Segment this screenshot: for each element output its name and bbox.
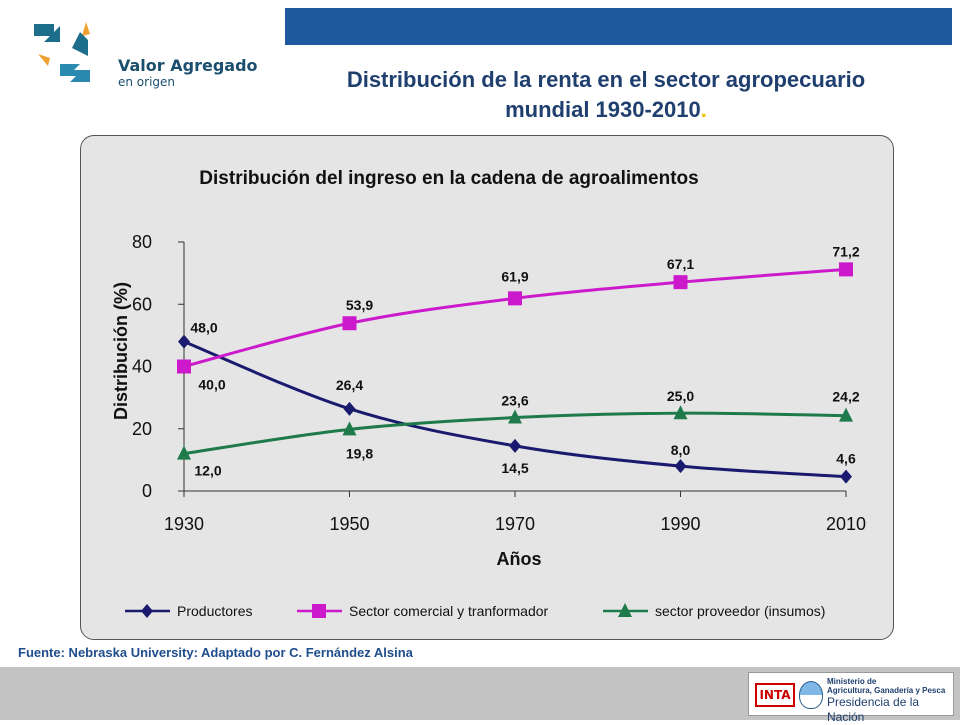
chart-data-labels: 48,0 26,4 14,5 8,0 4,6 40,0 53,9 61,9 67,1 71,2 12… xyxy=(190,243,859,478)
slide-title: Distribución de la renta en el sector ag… xyxy=(270,65,942,125)
chart-markers xyxy=(177,262,853,484)
legend-marker-0 xyxy=(141,604,153,618)
y-tick-label: 0 xyxy=(142,481,152,501)
data-label: 67,1 xyxy=(667,256,694,272)
series-0-point xyxy=(343,401,356,416)
y-tick-label: 60 xyxy=(132,294,152,314)
logo-subtitle: en origen xyxy=(118,75,176,89)
legend-marker-1 xyxy=(312,604,326,618)
x-tick-label: 1990 xyxy=(660,514,700,534)
y-axis-label: Distribución (%) xyxy=(111,282,131,420)
chart-panel: Distribución del ingreso en la cadena de… xyxy=(80,135,894,640)
x-tick-label: 1950 xyxy=(329,514,369,534)
chart-title: Distribución del ingreso en la cadena de… xyxy=(199,168,698,189)
ministry-logo-box: INTA Ministerio de Agricultura, Ganaderí… xyxy=(748,672,954,724)
ministry-line1: Ministerio de xyxy=(827,677,877,686)
slide-title-line2: mundial 1930-2010 xyxy=(505,97,701,122)
series-2-point xyxy=(839,407,853,422)
chart-axes: 0 20 40 60 80 1930 1950 1970 1990 2010 xyxy=(132,232,866,534)
y-tick-label: 40 xyxy=(132,357,152,377)
series-0-point xyxy=(178,334,190,349)
legend-entry: sector proveedor (insumos) xyxy=(655,603,825,619)
data-label: 14,5 xyxy=(501,460,528,476)
y-tick-label: 80 xyxy=(132,232,152,252)
ministry-text: Ministerio de Agricultura, Ganadería y P… xyxy=(827,677,951,725)
series-2-point xyxy=(342,421,357,436)
data-label: 40,0 xyxy=(198,377,225,393)
data-label: 26,4 xyxy=(336,377,363,393)
data-label: 48,0 xyxy=(190,320,217,336)
data-label: 8,0 xyxy=(671,442,691,458)
series-2-point xyxy=(177,445,191,460)
series-2-point xyxy=(673,405,688,420)
series-1-point xyxy=(508,291,522,306)
x-tick-label: 1970 xyxy=(495,514,535,534)
series-1-point xyxy=(177,359,191,374)
x-tick-label: 2010 xyxy=(826,514,866,534)
data-label: 4,6 xyxy=(836,451,856,467)
series-0-point xyxy=(674,459,687,474)
valor-agregado-logo: Valor Agregado en origen xyxy=(30,18,260,89)
source-note: Fuente: Nebraska University: Adaptado po… xyxy=(18,645,413,660)
slide-title-line1: Distribución de la renta en el sector ag… xyxy=(346,67,866,92)
data-label: 23,6 xyxy=(501,393,528,409)
income-distribution-chart: Distribución del ingreso en la cadena de… xyxy=(111,168,866,619)
data-label: 61,9 xyxy=(501,268,528,284)
x-tick-label: 1930 xyxy=(164,514,204,534)
arrows-logo-icon xyxy=(34,22,90,82)
data-label: 24,2 xyxy=(832,389,859,405)
x-axis-label: Años xyxy=(497,549,542,569)
inta-logo: INTA xyxy=(755,683,795,707)
legend-entry: Sector comercial y tranformador xyxy=(349,603,549,619)
ministry-line3: Presidencia de la Nación xyxy=(827,695,920,724)
data-label: 19,8 xyxy=(346,445,373,461)
legend-marker-2 xyxy=(618,603,632,617)
series-1-point xyxy=(839,262,853,277)
series-1-point xyxy=(342,316,357,331)
ministry-line2: Agricultura, Ganadería y Pesca xyxy=(827,686,946,695)
logo-name: Valor Agregado xyxy=(118,56,258,75)
y-tick-label: 20 xyxy=(132,419,152,439)
series-2-point xyxy=(508,409,522,424)
top-banner-bar xyxy=(285,8,952,45)
series-0-point xyxy=(840,469,852,484)
data-label: 12,0 xyxy=(194,463,221,479)
slide-title-dot: . xyxy=(700,97,707,122)
series-1-point xyxy=(673,275,688,290)
series-line-0 xyxy=(183,340,847,479)
data-label: 25,0 xyxy=(667,388,694,404)
national-crest-icon xyxy=(799,681,823,709)
series-0-point xyxy=(509,438,521,453)
chart-legend: Productores Sector comercial y tranformad… xyxy=(125,603,825,619)
data-label: 71,2 xyxy=(832,243,859,259)
legend-entry: Productores xyxy=(177,603,252,619)
data-label: 53,9 xyxy=(346,297,373,313)
